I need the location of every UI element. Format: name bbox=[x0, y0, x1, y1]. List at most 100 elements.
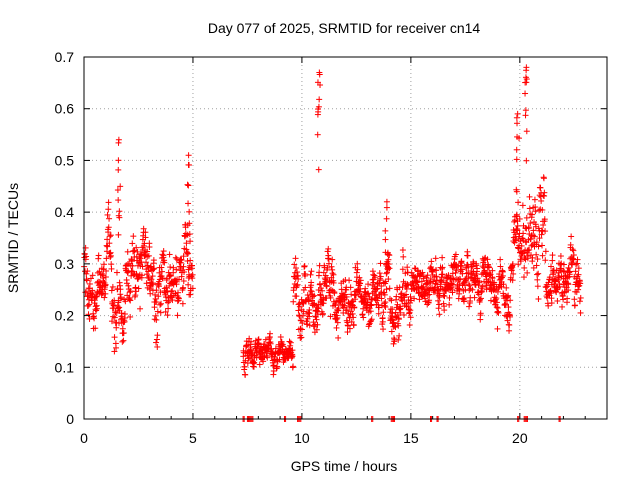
data-point bbox=[503, 284, 510, 291]
data-point bbox=[115, 212, 122, 219]
data-point bbox=[341, 302, 348, 309]
data-point bbox=[320, 300, 327, 307]
data-point bbox=[568, 233, 575, 240]
x-tick-label: 15 bbox=[403, 430, 419, 446]
data-point bbox=[115, 136, 122, 143]
data-point bbox=[292, 255, 299, 262]
data-point bbox=[464, 252, 471, 259]
data-point bbox=[534, 271, 541, 278]
data-point bbox=[120, 330, 127, 337]
data-point bbox=[323, 282, 330, 289]
data-point bbox=[512, 231, 519, 238]
data-point bbox=[314, 321, 321, 328]
data-point bbox=[308, 288, 315, 295]
data-point bbox=[400, 253, 407, 260]
data-point bbox=[107, 252, 114, 259]
data-point bbox=[576, 298, 583, 305]
data-point bbox=[111, 314, 118, 321]
data-point bbox=[279, 341, 286, 348]
data-point bbox=[449, 275, 456, 282]
data-point bbox=[123, 280, 130, 287]
data-point bbox=[325, 245, 332, 252]
data-point bbox=[386, 295, 393, 302]
data-point bbox=[557, 253, 564, 260]
data-point bbox=[142, 234, 149, 241]
data-point bbox=[293, 293, 300, 300]
data-point bbox=[452, 251, 459, 258]
data-point bbox=[316, 96, 323, 103]
data-point bbox=[131, 247, 138, 254]
data-point bbox=[329, 270, 336, 277]
data-point bbox=[99, 290, 106, 297]
data-point bbox=[509, 261, 516, 268]
data-point bbox=[390, 319, 397, 326]
data-point bbox=[531, 196, 538, 203]
data-point bbox=[383, 198, 390, 205]
data-point bbox=[393, 304, 400, 311]
data-point bbox=[365, 290, 372, 297]
data-point bbox=[436, 290, 443, 297]
data-point bbox=[183, 246, 190, 253]
data-point bbox=[565, 281, 572, 288]
data-point bbox=[145, 252, 152, 259]
data-point bbox=[366, 321, 373, 328]
data-point bbox=[538, 227, 545, 234]
data-point bbox=[115, 157, 122, 164]
data-point bbox=[245, 355, 252, 362]
data-point bbox=[513, 114, 520, 121]
data-point bbox=[575, 265, 582, 272]
data-point bbox=[300, 287, 307, 294]
data-point bbox=[241, 363, 248, 370]
data-point bbox=[350, 314, 357, 321]
data-point bbox=[306, 322, 313, 329]
data-point bbox=[155, 293, 162, 300]
data-point bbox=[396, 332, 403, 339]
data-point bbox=[251, 359, 258, 366]
data-point bbox=[518, 242, 525, 249]
data-point bbox=[173, 281, 180, 288]
data-point bbox=[517, 258, 524, 265]
data-point bbox=[323, 283, 330, 290]
data-point bbox=[489, 267, 496, 274]
data-point bbox=[474, 275, 481, 282]
data-point bbox=[127, 297, 134, 304]
data-point bbox=[110, 302, 117, 309]
data-point bbox=[559, 303, 566, 310]
data-point bbox=[270, 362, 277, 369]
data-point bbox=[189, 285, 196, 292]
data-point bbox=[133, 244, 140, 251]
x-tick-label: 20 bbox=[512, 430, 528, 446]
data-point bbox=[372, 274, 379, 281]
data-point bbox=[549, 252, 556, 259]
data-point bbox=[548, 263, 555, 270]
data-point bbox=[481, 255, 488, 262]
data-point bbox=[360, 305, 367, 312]
data-point bbox=[368, 302, 375, 309]
data-point bbox=[274, 363, 281, 370]
data-point bbox=[180, 284, 187, 291]
data-point bbox=[335, 305, 342, 312]
data-point bbox=[299, 320, 306, 327]
data-point bbox=[383, 215, 390, 222]
data-point bbox=[346, 303, 353, 310]
data-point bbox=[150, 280, 157, 287]
data-point bbox=[504, 317, 511, 324]
data-point bbox=[113, 324, 120, 331]
data-point bbox=[577, 309, 584, 316]
data-point bbox=[157, 309, 164, 316]
data-point bbox=[523, 157, 530, 164]
data-point bbox=[386, 285, 393, 292]
data-point bbox=[108, 318, 115, 325]
data-point bbox=[399, 297, 406, 304]
data-point bbox=[290, 363, 297, 370]
data-point bbox=[114, 187, 121, 194]
data-point bbox=[574, 256, 581, 263]
data-point bbox=[287, 339, 294, 346]
data-point bbox=[316, 69, 323, 76]
data-point bbox=[419, 285, 426, 292]
data-point bbox=[168, 288, 175, 295]
data-point bbox=[375, 310, 382, 317]
data-point bbox=[289, 347, 296, 354]
data-point bbox=[534, 283, 541, 290]
data-point bbox=[529, 254, 536, 261]
